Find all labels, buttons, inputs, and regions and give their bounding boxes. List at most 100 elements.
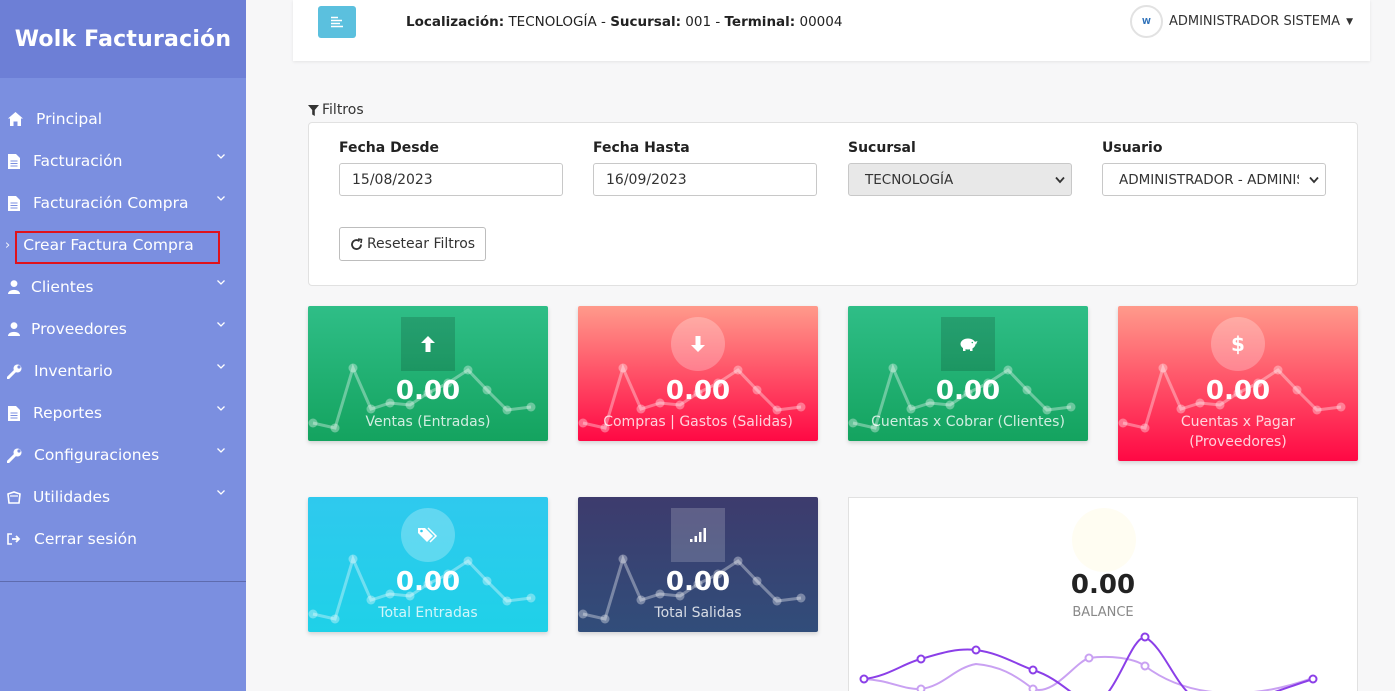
sidebar-item-label: Facturación Compra — [33, 194, 189, 212]
terminal-label: Terminal: — [724, 14, 796, 30]
usuario-select[interactable]: ADMINISTRADOR - ADMINIS — [1102, 163, 1326, 196]
sparkline-point — [618, 554, 628, 564]
sparkline-path — [1122, 363, 1342, 430]
chevron-down-icon — [217, 280, 225, 285]
sidebar-divider — [0, 581, 246, 582]
sidebar-item-label: Clientes — [31, 278, 94, 296]
sparkline-point — [1022, 385, 1032, 395]
fecha-desde-input[interactable]: 15/08/2023 — [339, 163, 563, 196]
user-menu[interactable]: W ADMINISTRADOR SISTEMA ▼ — [1129, 5, 1353, 38]
sidebar-item-facturacion-compra[interactable]: Facturación Compra — [0, 182, 246, 224]
card-compras[interactable]: 0.00 Compras | Gastos (Salidas) — [578, 306, 818, 441]
card-value: 0.00 — [395, 567, 461, 597]
chart-point — [859, 674, 869, 684]
sidebar-item-label: Crear Factura Compra — [23, 236, 194, 254]
sparkline-point — [1042, 405, 1052, 415]
usuario-label: Usuario — [1102, 140, 1163, 156]
user-icon — [6, 321, 22, 337]
sparkline-point — [1066, 402, 1076, 412]
balance-icon-circle — [1072, 508, 1136, 572]
chart-point — [916, 654, 926, 664]
menu-toggle-button[interactable] — [318, 6, 356, 38]
card-total-entradas[interactable]: 0.00 Total Entradas — [308, 497, 548, 632]
sparkline-point — [1195, 398, 1205, 408]
chart-point — [1308, 674, 1318, 684]
sparkline-point — [796, 402, 806, 412]
sidebar-item-label: Configuraciones — [34, 446, 160, 464]
sparkline-point — [772, 405, 782, 415]
sparkline-point — [330, 614, 340, 624]
sucursal-select[interactable]: TECNOLOGÍA — [848, 163, 1072, 196]
card-value: 0.00 — [935, 376, 1001, 406]
usuario-value: ADMINISTRADOR - ADMINIS — [1119, 171, 1299, 188]
user-name: ADMINISTRADOR SISTEMA — [1168, 14, 1341, 29]
fecha-hasta-label: Fecha Hasta — [593, 140, 690, 156]
sparkline-point — [348, 554, 358, 564]
chevron-down-icon — [217, 490, 225, 495]
card-label: Compras | Gastos (Salidas) — [603, 414, 793, 430]
brand[interactable]: Wolk Facturación — [0, 0, 246, 78]
sidebar-item-label: Utilidades — [33, 488, 111, 506]
card-cuentas-cobrar[interactable]: 0.00 Cuentas x Cobrar (Clientes) — [848, 306, 1088, 441]
signal-bars-icon — [671, 508, 725, 562]
card-label: Total Entradas — [378, 605, 478, 621]
sparkline-point — [618, 363, 628, 373]
sidebar-item-cerrar-sesion[interactable]: Cerrar sesión — [0, 518, 246, 560]
card-ventas[interactable]: 0.00 Ventas (Entradas) — [308, 306, 548, 441]
chevron-down-icon — [1309, 176, 1319, 184]
location-info: Localización: TECNOLOGÍA - Sucursal: 001… — [406, 14, 842, 30]
sidebar-item-facturacion[interactable]: Facturación — [0, 140, 246, 182]
caret-down-icon: ▼ — [1346, 16, 1353, 27]
branch-label: Sucursal: — [610, 14, 681, 30]
sparkline-point — [348, 363, 358, 373]
sidebar-item-label: Proveedores — [31, 320, 127, 338]
card-value: 0.00 — [665, 567, 731, 597]
avatar: W — [1129, 5, 1163, 38]
card-value: 0.00 — [395, 376, 461, 406]
sucursal-label: Sucursal — [848, 140, 916, 156]
chevron-down-icon — [1055, 176, 1065, 184]
sidebar-item-principal[interactable]: Principal — [0, 98, 246, 140]
filters-heading: Filtros — [308, 102, 364, 118]
brand-title: Wolk Facturación — [14, 26, 232, 52]
logout-icon — [6, 531, 22, 547]
chart-point — [1028, 665, 1038, 675]
reset-filters-button[interactable]: Resetear Filtros — [339, 227, 486, 261]
sparkline-point — [502, 596, 512, 606]
sidebar-item-configuraciones[interactable]: Configuraciones — [0, 434, 246, 476]
sparkline-point — [945, 400, 955, 410]
sidebar-item-label: Facturación — [33, 152, 123, 170]
chevron-down-icon — [217, 448, 225, 453]
separator: - — [601, 14, 606, 30]
sparkline — [1118, 363, 1346, 433]
sidebar-item-utilidades[interactable]: Utilidades — [0, 476, 246, 518]
sidebar-item-proveedores[interactable]: Proveedores — [0, 308, 246, 350]
sidebar-item-reportes[interactable]: Reportes — [0, 392, 246, 434]
document-icon — [6, 195, 22, 211]
card-cuentas-pagar[interactable]: $ 0.00 Cuentas x Pagar (Proveedores) — [1118, 306, 1358, 461]
card-label-line: Cuentas x Pagar — [1180, 414, 1296, 430]
sparkline — [578, 363, 806, 433]
sparkline-point — [772, 596, 782, 606]
fecha-hasta-input[interactable]: 16/09/2023 — [593, 163, 817, 196]
sidebar-nav: Principal Facturación Facturación Compra… — [0, 98, 246, 560]
sparkline-point — [713, 569, 723, 579]
sparkline-path — [312, 554, 532, 621]
location-value: TECNOLOGÍA — [508, 14, 597, 30]
sidebar-item-inventario[interactable]: Inventario — [0, 350, 246, 392]
sparkline-point — [1336, 402, 1346, 412]
sparkline-path — [852, 363, 1072, 430]
sparkline-point — [752, 576, 762, 586]
sparkline-point — [526, 593, 536, 603]
sparkline — [308, 554, 536, 624]
card-total-salidas[interactable]: 0.00 Total Salidas — [578, 497, 818, 632]
wrench-icon — [6, 363, 22, 379]
sidebar-item-crear-factura-compra[interactable]: › Crear Factura Compra — [0, 224, 246, 266]
chart-point — [916, 684, 926, 691]
home-icon — [7, 111, 23, 127]
sidebar-item-clientes[interactable]: Clientes — [0, 266, 246, 308]
sparkline-point — [1118, 418, 1128, 428]
sparkline-point — [385, 589, 395, 599]
card-value: 0.00 — [665, 376, 731, 406]
sparkline-point — [308, 418, 318, 428]
